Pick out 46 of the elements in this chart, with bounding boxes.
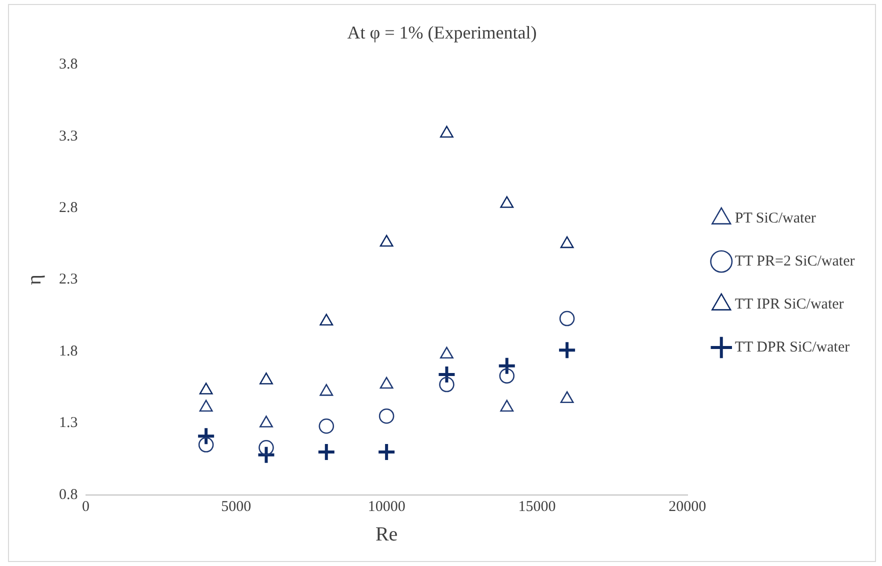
x-tick-label: 15000 (518, 498, 556, 515)
y-axis-title: η (23, 274, 46, 286)
y-tick-label: 2.8 (59, 200, 78, 216)
point (560, 236, 574, 248)
point (320, 384, 334, 396)
y-tick-label: 1.3 (59, 415, 78, 432)
legend-label: TT DPR SiC/water (734, 339, 850, 356)
point (560, 391, 574, 404)
point (260, 416, 273, 428)
point (440, 126, 454, 138)
point (497, 356, 516, 376)
y-tick-label: 3.8 (59, 56, 78, 73)
x-tick-label: 10000 (368, 498, 406, 515)
point (316, 442, 336, 462)
y-tick-label: 0.8 (59, 486, 78, 503)
point (196, 426, 216, 446)
point (378, 408, 394, 424)
x-tick-label: 5000 (221, 498, 252, 515)
point (258, 440, 274, 456)
y-tick-label: 3.3 (59, 128, 78, 144)
point (380, 376, 394, 389)
point (380, 234, 394, 247)
point (437, 364, 456, 384)
point (377, 442, 396, 462)
point (558, 340, 577, 360)
x-axis-title: Re (375, 523, 398, 546)
point (439, 376, 454, 392)
legend-label: TT IPR SiC/water (734, 296, 844, 312)
point (500, 196, 514, 208)
x-tick-label: 0 (82, 498, 90, 515)
y-tick-label: 1.8 (59, 343, 78, 360)
point (320, 314, 334, 326)
point (199, 400, 213, 412)
point (499, 368, 515, 384)
point (198, 437, 214, 452)
point (500, 400, 514, 412)
point (559, 310, 575, 326)
y-tick-label: 2.3 (59, 272, 78, 288)
point (260, 372, 273, 384)
x-tick-label: 20000 (668, 498, 706, 515)
point (318, 418, 334, 434)
chart-title: At φ = 1% (Experimental) (347, 22, 537, 43)
legend-label: TT PR=2 SiC/water (734, 253, 855, 270)
legend-label: PT SiC/water (734, 210, 816, 226)
point (199, 382, 213, 394)
point (440, 346, 454, 359)
